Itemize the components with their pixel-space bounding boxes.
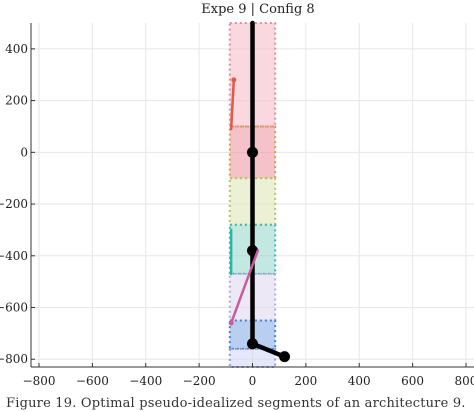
- y-tick-label: 200: [5, 94, 28, 108]
- axes: −800 −600 −400 −200 0 200 400 600 800 −800 −600 −40…: [0, 23, 474, 388]
- y-tick-label: −400: [0, 249, 28, 263]
- x-tick-label: −400: [129, 374, 162, 388]
- series-marker-2-1: [231, 77, 237, 83]
- y-tick-label: 400: [5, 42, 28, 56]
- figure-caption: Figure 19. Optimal pseudo-idealized segm…: [6, 396, 466, 411]
- series-marker-1-1: [247, 146, 258, 158]
- y-tick-label: −600: [0, 301, 28, 315]
- series-marker-1-3: [247, 338, 258, 350]
- x-tick-label: 0: [249, 374, 257, 388]
- x-tick-label: −800: [23, 374, 56, 388]
- series-marker-1-2: [247, 245, 258, 257]
- x-tick-label: 400: [348, 374, 371, 388]
- chart-title: Expe 9 | Config 8: [201, 2, 314, 17]
- series-marker-4-1: [228, 320, 234, 326]
- x-tick-label: −600: [76, 374, 109, 388]
- series-line-4: [229, 249, 260, 325]
- x-tick-label: 800: [455, 374, 474, 388]
- series-line-2: [229, 78, 236, 131]
- y-tick-label: −800: [0, 352, 28, 366]
- x-tick-label: 200: [294, 374, 317, 388]
- x-tick-label: 600: [401, 374, 424, 388]
- x-tick-label: −200: [183, 374, 216, 388]
- y-tick-label: −200: [0, 197, 28, 211]
- y-tick-label: 0: [20, 145, 28, 159]
- chart: Expe 9 | Config 8 −800 −600 −400 −200 0 200 40…: [0, 2, 474, 388]
- series-marker-1-4: [279, 351, 291, 363]
- series-lines: [228, 20, 291, 363]
